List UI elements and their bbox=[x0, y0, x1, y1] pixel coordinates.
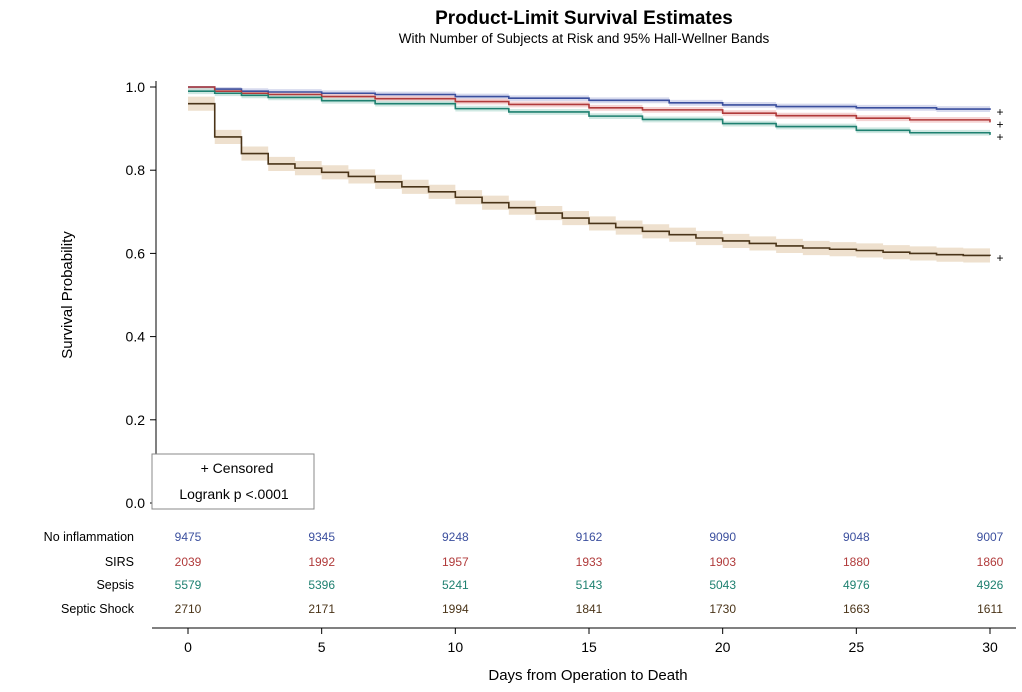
at-risk-row-label-sirs: SIRS bbox=[105, 555, 134, 569]
at-risk-value-no-inflammation: 9090 bbox=[709, 530, 736, 544]
y-tick-label: 0.4 bbox=[126, 329, 146, 345]
x-tick-label: 5 bbox=[318, 639, 326, 655]
censor-marker-septic-shock: + bbox=[996, 251, 1003, 265]
at-risk-table: No inflammation 9475 9345 9248 9162 9090 9048 9… bbox=[44, 530, 1004, 616]
at-risk-value-septic-shock: 1994 bbox=[442, 602, 469, 616]
censor-marker-sirs: + bbox=[996, 117, 1003, 131]
at-risk-row-label-no-inflammation: No inflammation bbox=[44, 530, 134, 544]
survival-curves bbox=[188, 86, 991, 257]
chart-subtitle: With Number of Subjects at Risk and 95% … bbox=[399, 31, 770, 46]
at-risk-value-sepsis: 4926 bbox=[977, 578, 1004, 592]
censor-markers: ++++ bbox=[996, 105, 1003, 265]
curve-sirs bbox=[188, 86, 991, 123]
at-risk-value-sirs: 1880 bbox=[843, 555, 870, 569]
at-risk-value-sirs: 2039 bbox=[175, 555, 202, 569]
at-risk-value-septic-shock: 1611 bbox=[977, 602, 1003, 616]
chart-title: Product-Limit Survival Estimates bbox=[435, 8, 733, 29]
x-tick-label: 0 bbox=[184, 639, 192, 655]
at-risk-value-no-inflammation: 9007 bbox=[977, 530, 1004, 544]
at-risk-value-sepsis: 5241 bbox=[442, 578, 469, 592]
at-risk-value-no-inflammation: 9345 bbox=[308, 530, 335, 544]
at-risk-value-sirs: 1957 bbox=[442, 555, 469, 569]
at-risk-value-sirs: 1992 bbox=[308, 555, 335, 569]
legend-frame bbox=[151, 453, 315, 510]
curve-septic-shock bbox=[188, 102, 991, 257]
at-risk-value-sirs: 1860 bbox=[977, 555, 1004, 569]
x-tick-label: 20 bbox=[715, 639, 731, 655]
at-risk-value-sirs: 1933 bbox=[576, 555, 603, 569]
at-risk-value-sepsis: 5579 bbox=[175, 578, 202, 592]
at-risk-value-septic-shock: 1730 bbox=[709, 602, 736, 616]
axes: 0.0 0.2 0.4 0.6 0.8 1.0 0 5 10 15 20 25 30 bbox=[126, 79, 1016, 655]
at-risk-value-septic-shock: 2710 bbox=[175, 602, 202, 616]
curve-no-inflammation bbox=[188, 86, 991, 110]
x-tick-label: 10 bbox=[448, 639, 464, 655]
legend-box: + Censored Logrank p <.0001 bbox=[151, 453, 315, 510]
censor-marker-sepsis: + bbox=[996, 130, 1003, 144]
y-tick-label: 0.2 bbox=[126, 412, 146, 428]
at-risk-value-septic-shock: 1841 bbox=[576, 602, 603, 616]
y-tick-label: 0.8 bbox=[126, 162, 146, 178]
at-risk-value-no-inflammation: 9475 bbox=[175, 530, 202, 544]
x-tick-label: 30 bbox=[982, 639, 998, 655]
x-tick-label: 25 bbox=[849, 639, 865, 655]
y-axis-label: Survival Probability bbox=[59, 231, 76, 359]
y-tick-label: 1.0 bbox=[126, 79, 146, 95]
band-septic-shock bbox=[188, 96, 990, 263]
at-risk-value-sepsis: 4976 bbox=[843, 578, 870, 592]
at-risk-value-no-inflammation: 9048 bbox=[843, 530, 870, 544]
at-risk-value-no-inflammation: 9248 bbox=[442, 530, 469, 544]
y-tick-label: 0.0 bbox=[126, 495, 146, 511]
at-risk-row-label-septic-shock: Septic Shock bbox=[61, 602, 135, 616]
at-risk-value-sirs: 1903 bbox=[709, 555, 736, 569]
at-risk-value-septic-shock: 2171 bbox=[308, 602, 335, 616]
y-tick-label: 0.6 bbox=[126, 245, 146, 261]
at-risk-value-sepsis: 5143 bbox=[576, 578, 603, 592]
x-tick-label: 15 bbox=[581, 639, 597, 655]
x-axis-label: Days from Operation to Death bbox=[488, 667, 687, 684]
at-risk-value-sepsis: 5043 bbox=[709, 578, 736, 592]
at-risk-value-septic-shock: 1663 bbox=[843, 602, 870, 616]
legend-censored-text: + Censored bbox=[201, 460, 274, 476]
censor-marker-no-inflammation: + bbox=[996, 105, 1003, 119]
at-risk-row-label-sepsis: Sepsis bbox=[96, 578, 134, 592]
curve-sepsis bbox=[188, 90, 991, 135]
at-risk-value-sepsis: 5396 bbox=[308, 578, 335, 592]
at-risk-value-no-inflammation: 9162 bbox=[576, 530, 603, 544]
legend-logrank-text: Logrank p <.0001 bbox=[179, 486, 289, 502]
